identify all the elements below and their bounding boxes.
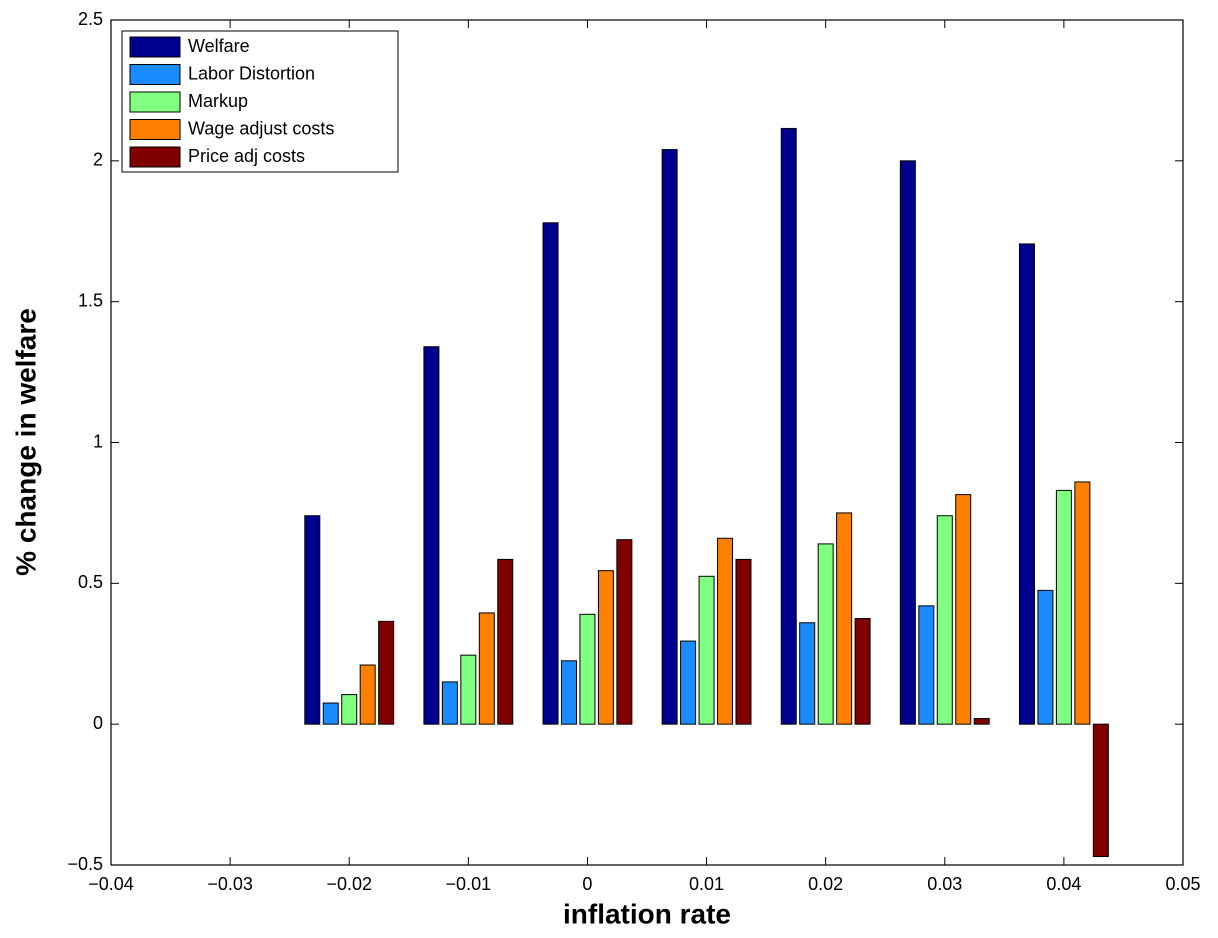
legend-label: Labor Distortion (188, 63, 315, 83)
x-tick-label: −0.02 (326, 874, 372, 894)
x-tick-label: −0.04 (88, 874, 134, 894)
y-tick-label: 0.5 (78, 572, 103, 592)
y-axis-title: % change in welfare (10, 308, 41, 576)
bar (322, 702, 339, 725)
legend-swatch (129, 36, 181, 58)
y-tick-label: 2 (93, 150, 103, 170)
bar (1074, 481, 1091, 725)
legend-label: Wage adjust costs (188, 118, 334, 138)
bar (497, 558, 514, 725)
bar (854, 618, 871, 725)
x-tick-label: −0.01 (446, 874, 492, 894)
bar (579, 613, 596, 725)
legend-swatch (129, 119, 181, 140)
bar (698, 575, 715, 725)
bar (359, 664, 376, 725)
x-tick-label: 0 (582, 874, 592, 894)
bar (478, 612, 495, 725)
bar (836, 512, 853, 725)
bar (973, 718, 990, 725)
x-tick-label: 0.01 (689, 874, 724, 894)
bar (1037, 589, 1054, 725)
bar (616, 539, 633, 725)
y-tick-label: −0.5 (67, 854, 103, 874)
bar (1055, 489, 1072, 725)
bar (899, 160, 916, 725)
x-axis-title: inflation rate (563, 898, 731, 929)
y-tick-label: 1 (93, 431, 103, 451)
bar (955, 494, 972, 725)
bar (378, 620, 395, 725)
bar (441, 681, 458, 725)
legend-swatch (129, 91, 181, 113)
x-tick-label: 0.02 (808, 874, 843, 894)
x-tick-label: 0.04 (1046, 874, 1081, 894)
legend-label: Markup (188, 91, 248, 111)
bar (460, 654, 477, 725)
x-tick-label: 0.03 (927, 874, 962, 894)
y-tick-label: 0 (93, 713, 103, 733)
bar (542, 222, 559, 725)
x-tick-label: 0.05 (1165, 874, 1200, 894)
bar (918, 605, 935, 725)
bar (304, 515, 321, 725)
legend-label: Price adj costs (188, 146, 305, 166)
bar (560, 660, 577, 725)
bar (1018, 243, 1035, 725)
y-tick-label: 1.5 (78, 290, 103, 310)
bar (341, 694, 358, 725)
legend-swatch (129, 146, 181, 168)
bar (661, 149, 678, 725)
bar (799, 622, 816, 725)
bar (936, 515, 953, 725)
bar (735, 558, 752, 725)
bar (680, 640, 697, 725)
bar (817, 543, 834, 725)
bar (1092, 723, 1109, 858)
legend-swatch (129, 64, 181, 85)
y-tick-label: 2.5 (78, 9, 103, 29)
bar (423, 346, 440, 725)
bar (597, 570, 614, 725)
legend-label: Welfare (188, 36, 250, 56)
bar (780, 127, 797, 725)
x-tick-label: −0.03 (207, 874, 253, 894)
bar (717, 537, 734, 725)
